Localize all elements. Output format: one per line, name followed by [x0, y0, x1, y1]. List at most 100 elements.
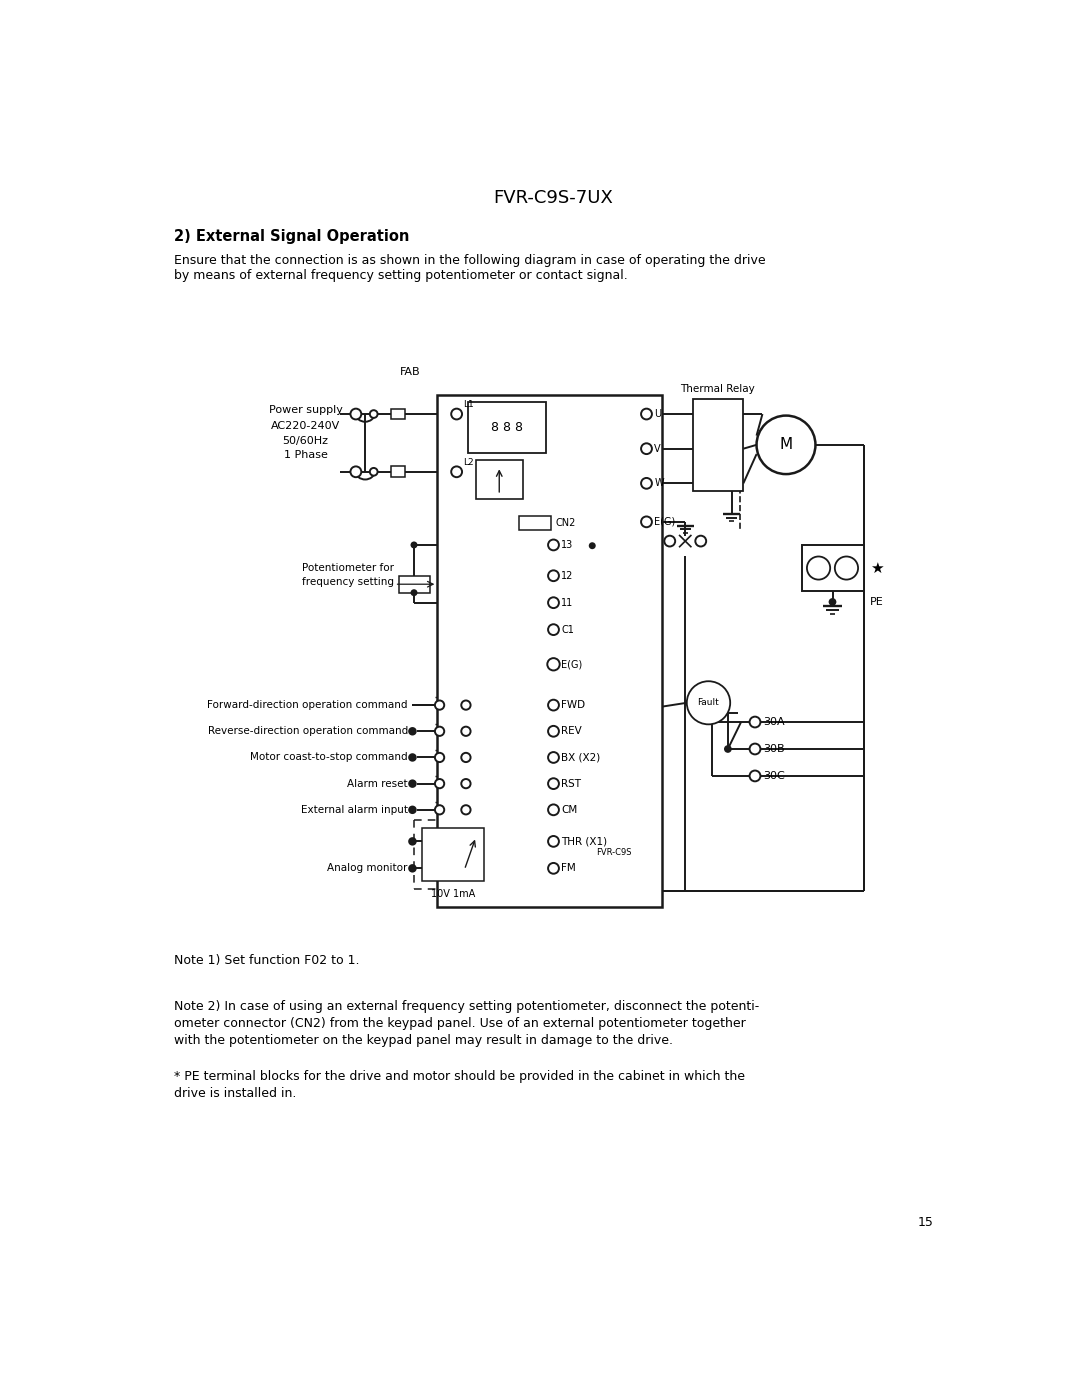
- Text: Analog monitor: Analog monitor: [327, 863, 408, 873]
- Text: E(G): E(G): [562, 659, 582, 669]
- Bar: [422, 827, 484, 882]
- Text: FAB: FAB: [400, 366, 420, 377]
- Text: 13: 13: [562, 539, 573, 550]
- Circle shape: [410, 542, 418, 549]
- Text: FM: FM: [562, 863, 576, 873]
- Text: frequency setting: frequency setting: [301, 577, 394, 587]
- Circle shape: [724, 745, 732, 753]
- Bar: [476, 460, 523, 499]
- Circle shape: [642, 478, 652, 489]
- Circle shape: [696, 535, 706, 546]
- Circle shape: [807, 556, 831, 580]
- Circle shape: [548, 726, 559, 736]
- Text: L2: L2: [463, 458, 473, 467]
- Text: 50/60Hz: 50/60Hz: [283, 436, 328, 446]
- Text: Motor coast-to-stop command: Motor coast-to-stop command: [251, 753, 408, 763]
- Circle shape: [548, 624, 559, 636]
- Circle shape: [642, 517, 652, 527]
- Text: Note 2) In case of using an external frequency setting potentiometer, disconnect: Note 2) In case of using an external fre…: [174, 1000, 759, 1013]
- Text: AC220-240V: AC220-240V: [271, 420, 340, 430]
- Circle shape: [548, 700, 559, 711]
- Circle shape: [461, 753, 471, 763]
- Text: C1: C1: [562, 624, 575, 634]
- Text: 30B: 30B: [762, 745, 784, 754]
- Text: 15: 15: [917, 1215, 933, 1229]
- Circle shape: [408, 780, 417, 788]
- Text: REV: REV: [562, 726, 582, 736]
- Text: Reverse-direction operation command: Reverse-direction operation command: [207, 726, 408, 736]
- Circle shape: [757, 415, 815, 474]
- Text: 12: 12: [562, 571, 573, 581]
- Text: FWD: FWD: [562, 700, 585, 710]
- Circle shape: [750, 771, 760, 781]
- Circle shape: [642, 409, 652, 419]
- Text: CM: CM: [562, 805, 578, 814]
- Circle shape: [461, 700, 471, 710]
- Bar: [801, 545, 864, 591]
- Text: L1: L1: [463, 401, 473, 409]
- Text: V: V: [654, 444, 661, 454]
- Text: W: W: [654, 478, 664, 489]
- Circle shape: [435, 753, 444, 763]
- Circle shape: [548, 752, 559, 763]
- Circle shape: [435, 805, 444, 814]
- Text: 30A: 30A: [762, 717, 784, 726]
- Bar: [518, 517, 551, 531]
- Circle shape: [548, 863, 559, 873]
- Text: ometer connector (CN2) from the keypad panel. Use of an external potentiometer t: ometer connector (CN2) from the keypad p…: [174, 1017, 745, 1031]
- Circle shape: [589, 542, 596, 549]
- Text: RST: RST: [562, 778, 581, 789]
- Text: FVR-C9S-7UX: FVR-C9S-7UX: [494, 190, 613, 207]
- Bar: [399, 576, 430, 592]
- Text: Note 1) Set function F02 to 1.: Note 1) Set function F02 to 1.: [174, 954, 360, 967]
- Bar: [391, 409, 405, 419]
- Text: 30C: 30C: [762, 771, 784, 781]
- Text: Fault: Fault: [698, 698, 719, 707]
- Text: 8 8 8: 8 8 8: [491, 420, 523, 434]
- Text: External alarm input: External alarm input: [301, 805, 408, 814]
- Circle shape: [451, 467, 462, 478]
- Circle shape: [408, 865, 417, 873]
- Text: 1 Phase: 1 Phase: [284, 450, 327, 460]
- Circle shape: [548, 778, 559, 789]
- Circle shape: [828, 598, 836, 606]
- Circle shape: [350, 409, 362, 419]
- Text: 2) External Signal Operation: 2) External Signal Operation: [174, 229, 409, 244]
- Text: * PE terminal blocks for the drive and motor should be provided in the cabinet i: * PE terminal blocks for the drive and m…: [174, 1070, 745, 1083]
- Text: M: M: [780, 437, 793, 453]
- Text: Forward-direction operation command: Forward-direction operation command: [207, 700, 408, 710]
- Bar: [391, 467, 405, 478]
- Circle shape: [461, 780, 471, 788]
- Bar: [693, 398, 743, 490]
- Circle shape: [369, 411, 378, 418]
- Text: with the potentiometer on the keypad panel may result in damage to the drive.: with the potentiometer on the keypad pan…: [174, 1034, 673, 1048]
- Circle shape: [435, 780, 444, 788]
- Text: Thermal Relay: Thermal Relay: [680, 384, 755, 394]
- Circle shape: [435, 726, 444, 736]
- Text: ★: ★: [869, 560, 883, 576]
- Circle shape: [408, 753, 417, 761]
- Circle shape: [408, 726, 417, 735]
- Circle shape: [408, 837, 417, 845]
- Text: Power supply: Power supply: [269, 405, 342, 415]
- Circle shape: [461, 805, 471, 814]
- Circle shape: [548, 598, 559, 608]
- Circle shape: [451, 409, 462, 419]
- Text: PE: PE: [869, 597, 883, 606]
- Text: 11: 11: [562, 598, 573, 608]
- Circle shape: [750, 717, 760, 728]
- Text: Alarm reset: Alarm reset: [347, 778, 408, 789]
- Bar: [469, 402, 545, 453]
- Text: 10V 1mA: 10V 1mA: [431, 888, 475, 898]
- Text: by means of external frequency setting potentiometer or contact signal.: by means of external frequency setting p…: [174, 270, 627, 282]
- Text: drive is installed in.: drive is installed in.: [174, 1087, 296, 1099]
- Text: THR (X1): THR (X1): [562, 837, 607, 847]
- Text: FVR-C9S: FVR-C9S: [596, 848, 632, 856]
- Circle shape: [410, 590, 418, 597]
- Circle shape: [350, 467, 362, 478]
- Text: Potentiometer for: Potentiometer for: [301, 563, 394, 573]
- Circle shape: [750, 743, 760, 754]
- Circle shape: [435, 700, 444, 710]
- Text: E(G): E(G): [654, 517, 675, 527]
- Circle shape: [461, 726, 471, 736]
